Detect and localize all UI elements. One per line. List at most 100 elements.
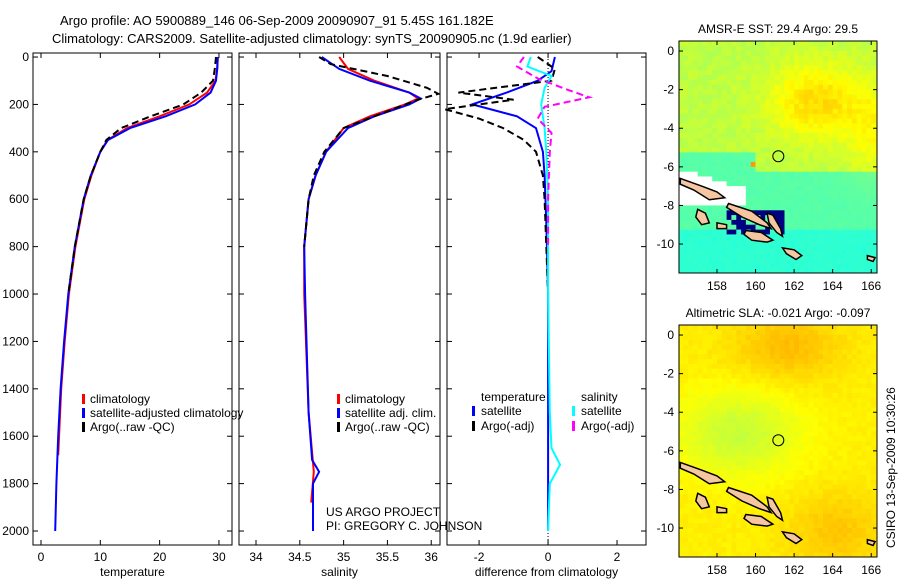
- map-cell: [692, 239, 699, 245]
- map-cell: [784, 349, 790, 355]
- map-cell: [827, 46, 833, 52]
- map-cell: [851, 542, 858, 548]
- map-cell: [818, 171, 824, 177]
- map-cell: [798, 475, 805, 481]
- map-cell: [784, 41, 790, 47]
- map-cell: [765, 460, 771, 466]
- map-cell: [808, 383, 814, 389]
- map-cell: [808, 244, 814, 250]
- map-cell: [808, 436, 814, 442]
- map-cell: [818, 378, 824, 384]
- map-cell: [731, 460, 737, 466]
- map-cell: [837, 94, 843, 100]
- map-cell: [818, 359, 824, 365]
- map-cell: [755, 325, 761, 331]
- map-cell: [851, 162, 858, 168]
- map-cell: [774, 46, 780, 52]
- map-cell: [832, 200, 838, 206]
- map-cell: [798, 499, 805, 505]
- map-cell: [808, 364, 814, 370]
- map-cell: [712, 142, 718, 148]
- map-cell: [774, 547, 780, 553]
- map-cell: [856, 99, 862, 105]
- map-cell: [692, 446, 699, 452]
- map-cell: [818, 407, 824, 413]
- map-cell: [861, 108, 867, 115]
- map-cell: [702, 75, 708, 81]
- map-cell: [688, 70, 694, 76]
- map-cell: [823, 383, 829, 389]
- map-cell: [798, 123, 805, 129]
- map-cell: [866, 99, 872, 105]
- map-cell: [794, 195, 800, 201]
- map-cell: [798, 354, 805, 360]
- map-cell: [688, 224, 694, 230]
- map-cell: [856, 532, 862, 539]
- x-tick-label: 166: [861, 279, 881, 293]
- map-cell: [726, 99, 732, 105]
- map-cell: [779, 364, 785, 370]
- map-cell: [736, 378, 742, 384]
- map-cell: [721, 528, 727, 534]
- map-cell: [871, 378, 877, 384]
- map-cell: [770, 339, 776, 346]
- map-cell: [856, 508, 862, 514]
- map-cell: [678, 359, 684, 365]
- map-cell: [871, 215, 877, 221]
- y-tick-label: 1000: [2, 287, 29, 301]
- map-cell: [702, 104, 708, 110]
- map-cell: [765, 412, 771, 418]
- map-cell: [861, 152, 867, 158]
- map-cell: [755, 162, 761, 168]
- map-cell: [803, 465, 809, 471]
- map-cell: [808, 489, 814, 495]
- map-cell: [745, 147, 752, 153]
- map-cell: [678, 137, 684, 144]
- map-cell: [779, 547, 785, 553]
- map-cell: [851, 186, 858, 192]
- map-cell: [837, 268, 843, 273]
- map-cell: [717, 417, 723, 423]
- series-line-argo-raw-qc-: [67, 56, 217, 295]
- map-cell: [774, 378, 780, 384]
- map-cell: [731, 123, 737, 129]
- map-cell: [731, 219, 737, 226]
- map-cell: [818, 364, 824, 370]
- map-cell: [871, 224, 877, 230]
- map-cell: [813, 446, 819, 452]
- map-cell: [818, 205, 824, 211]
- map-cell: [755, 426, 761, 432]
- map-cell: [851, 229, 858, 235]
- map-cell: [866, 244, 872, 250]
- map-cell: [827, 65, 833, 71]
- map-cell: [779, 113, 785, 119]
- map-cell: [823, 532, 829, 539]
- map-cell: [702, 166, 708, 172]
- map-cell: [847, 441, 853, 447]
- map-cell: [832, 475, 838, 481]
- map-cell: [707, 392, 713, 399]
- map-cell: [837, 244, 843, 250]
- map-cell: [717, 373, 723, 379]
- map-cell: [842, 268, 848, 273]
- map-cell: [803, 470, 809, 476]
- map-cell: [818, 325, 824, 331]
- map-cell: [823, 441, 829, 447]
- map-cell: [871, 479, 877, 485]
- map-cell: [837, 224, 843, 230]
- map-cell: [745, 503, 752, 510]
- map-cell: [770, 465, 776, 471]
- map-cell: [866, 200, 872, 206]
- map-cell: [683, 354, 689, 360]
- map-cell: [755, 359, 761, 365]
- map-cell: [683, 330, 689, 336]
- map-cell: [803, 113, 809, 119]
- map-cell: [784, 441, 790, 447]
- map-cell: [866, 383, 872, 389]
- map-cell: [842, 70, 848, 76]
- map-cell: [851, 494, 858, 500]
- map-cell: [678, 484, 684, 490]
- map-cell: [808, 166, 814, 172]
- map-cell: [784, 157, 790, 163]
- map-cell: [798, 402, 805, 408]
